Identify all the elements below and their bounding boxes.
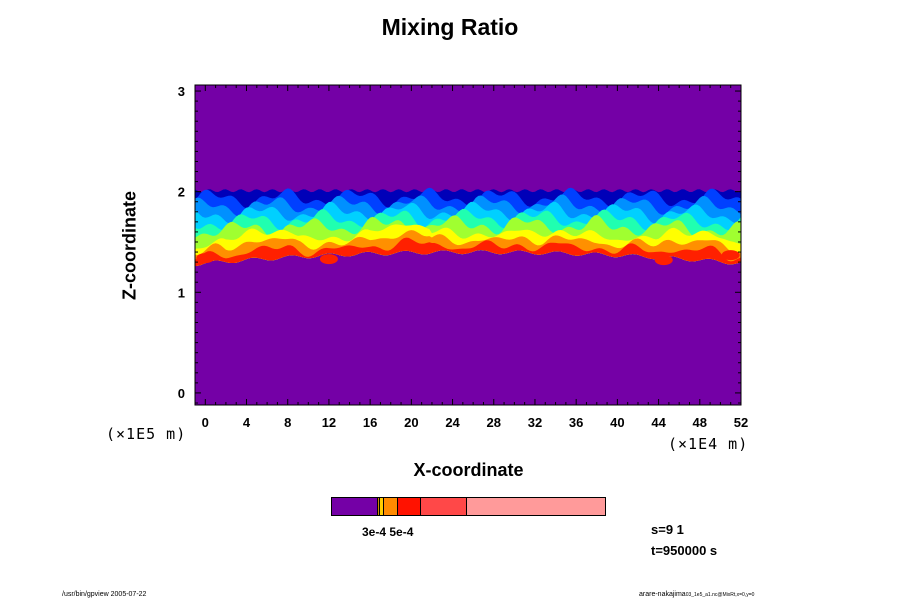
plot-frame xyxy=(194,84,742,406)
hot-spot xyxy=(654,255,673,266)
colorbar-labels: 3e-4 5e-4 xyxy=(331,525,606,541)
x-tick-label: 4 xyxy=(243,415,251,430)
t-value: t=950000 s xyxy=(651,543,718,558)
x-tick-label: 0 xyxy=(202,415,209,430)
x-axis-unit: (×1E4 m) xyxy=(668,435,749,453)
x-tick-label: 48 xyxy=(693,415,707,430)
x-tick-label: 16 xyxy=(363,415,377,430)
y-tick-label: 2 xyxy=(178,185,185,200)
colorbar-segment xyxy=(383,498,398,515)
hot-spot xyxy=(721,250,740,261)
footer-right-small: 03_1e5_a1.nc@MixRt,x=0,y=0 xyxy=(685,592,755,598)
x-tick-label: 40 xyxy=(610,415,624,430)
mixing-layer xyxy=(195,187,741,267)
x-tick-label: 28 xyxy=(487,415,501,430)
hot-spot xyxy=(319,254,338,265)
colorbar-segment xyxy=(379,498,384,515)
x-tick-label: 12 xyxy=(322,415,336,430)
y-axis-unit: (×1E5 m) xyxy=(106,425,187,443)
x-tick-label: 8 xyxy=(284,415,291,430)
x-tick-label: 32 xyxy=(528,415,542,430)
layer-band xyxy=(195,230,741,267)
footer-left: /usr/bin/gpview 2005-07-22 xyxy=(62,591,147,598)
chart-title: Mixing Ratio xyxy=(381,14,519,40)
x-tick-label: 20 xyxy=(404,415,418,430)
x-axis-label: X-coordinate xyxy=(413,460,524,480)
time-annotation: s=9 1 t=950000 s xyxy=(651,519,717,561)
colorbar-segment xyxy=(332,498,378,515)
layer-band xyxy=(195,237,741,267)
s-value: s=9 1 xyxy=(651,522,684,537)
footer-right-main: arare-nakajima xyxy=(639,591,686,598)
x-tick-label: 52 xyxy=(734,415,748,430)
colorbar xyxy=(331,497,606,516)
x-tick-label: 44 xyxy=(651,415,666,430)
colorbar-segment xyxy=(377,498,380,515)
hot-spot xyxy=(196,253,215,264)
x-tick-label: 36 xyxy=(569,415,583,430)
y-tick-label: 3 xyxy=(178,84,185,99)
x-tick-label: 24 xyxy=(445,415,460,430)
colorbar-segment xyxy=(421,498,468,515)
y-axis-label: Z-coordinate xyxy=(119,191,140,301)
footer-right: arare-nakajima03_1e5_a1.nc@MixRt,x=0,y=0 xyxy=(639,591,754,598)
colorbar-tick-label: 3e-4 5e-4 xyxy=(362,525,414,539)
colorbar-segment xyxy=(397,498,422,515)
y-tick-label: 0 xyxy=(178,386,185,401)
y-tick-label: 1 xyxy=(178,285,185,300)
colorbar-segment xyxy=(467,498,605,515)
